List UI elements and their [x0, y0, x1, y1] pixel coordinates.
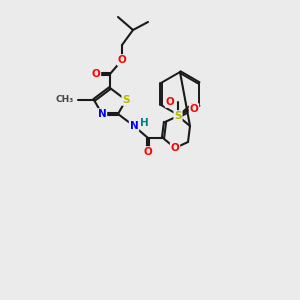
- Text: O: O: [190, 104, 198, 114]
- Text: O: O: [118, 55, 126, 65]
- Text: O: O: [92, 69, 100, 79]
- Text: N: N: [98, 109, 106, 119]
- Text: S: S: [122, 95, 130, 105]
- Text: S: S: [174, 111, 182, 121]
- Text: H: H: [140, 118, 148, 128]
- Text: N: N: [130, 121, 138, 131]
- Text: O: O: [166, 97, 174, 107]
- Text: CH₃: CH₃: [56, 95, 74, 104]
- Text: O: O: [144, 147, 152, 157]
- Text: O: O: [171, 143, 179, 153]
